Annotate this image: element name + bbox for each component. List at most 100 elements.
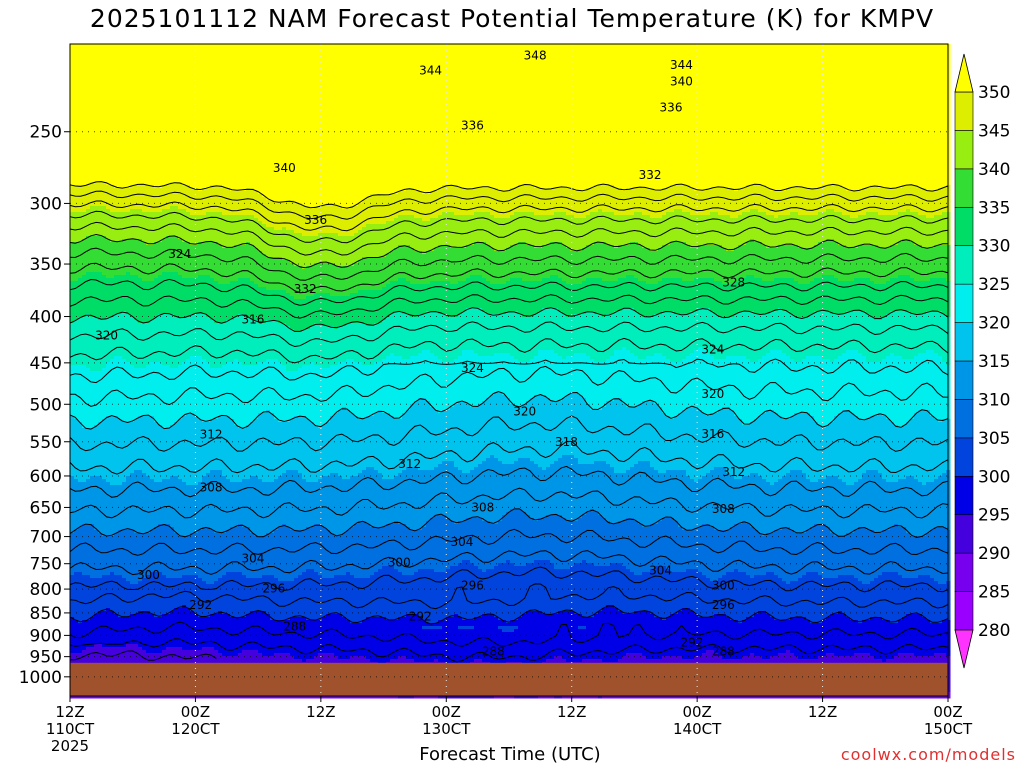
colorbar-band-320 [955, 284, 973, 322]
contour-label-0: 348 [524, 49, 547, 63]
colorbar-label-345: 345 [978, 121, 1010, 141]
contour-label-7: 332 [639, 168, 662, 182]
y-tick-label-750: 750 [30, 555, 62, 575]
y-tick-label-800: 800 [30, 580, 62, 600]
y-tick-label-850: 850 [30, 604, 62, 624]
contour-label-16: 320 [701, 387, 724, 401]
contour-label-12: 316 [241, 312, 264, 326]
y-tick-label-1000: 1000 [19, 668, 62, 688]
x-tick-label-48-1: 12Z [557, 703, 586, 721]
colorbar-label-305: 305 [978, 429, 1010, 449]
contour-label-23: 308 [200, 481, 223, 495]
x-tick-label-84-1: 00Z [933, 703, 962, 721]
y-tick-label-450: 450 [30, 354, 62, 374]
x-tick-label-84-2: 150CT [924, 720, 973, 738]
credit-text: coolwx.com/models [841, 745, 1016, 764]
contour-label-37: 288 [283, 620, 306, 634]
colorbar-label-280: 280 [978, 621, 1010, 641]
colorbar-label-285: 285 [978, 583, 1010, 603]
colorbar-label-335: 335 [978, 198, 1010, 218]
colorbar-label-320: 320 [978, 314, 1010, 334]
colorbar-label-295: 295 [978, 506, 1010, 526]
contour-label-21: 312 [398, 457, 421, 471]
contour-label-25: 308 [712, 502, 735, 516]
x-axis-title: Forecast Time (UTC) [330, 744, 690, 765]
contour-label-9: 324 [168, 247, 191, 261]
colorbar-band-340 [955, 130, 973, 168]
x-tick-label-60-1: 00Z [682, 703, 711, 721]
contour-label-33: 300 [712, 579, 735, 593]
contour-label-19: 316 [701, 427, 724, 441]
colorbar-band-295 [955, 476, 973, 514]
contour-label-2: 344 [670, 58, 693, 72]
contour-label-8: 336 [304, 213, 327, 227]
contour-label-27: 304 [241, 551, 264, 565]
contour-label-30: 300 [137, 568, 160, 582]
contour-label-35: 296 [712, 598, 735, 612]
contour-label-22: 312 [722, 465, 745, 479]
colorbar-band-335 [955, 169, 973, 207]
contour-label-39: 288 [482, 645, 505, 659]
colorbar-label-330: 330 [978, 237, 1010, 257]
contour-label-28: 300 [388, 556, 411, 570]
colorbar-label-290: 290 [978, 544, 1010, 564]
colorbar-band-310 [955, 361, 973, 399]
colorbar: 280 285 290 295 300 305 310 315 320 325 330 335 340 3… [955, 54, 1010, 668]
contour-label-18: 312 [200, 428, 223, 442]
y-tick-label-500: 500 [30, 395, 62, 415]
colorbar-band-285 [955, 553, 973, 591]
contour-label-10: 328 [722, 276, 745, 290]
x-tick-label-24-1: 12Z [306, 703, 335, 721]
x-tick-label-72-1: 12Z [808, 703, 837, 721]
colorbar-bottom-arrow [955, 630, 973, 668]
y-tick-label-700: 700 [30, 528, 62, 548]
contour-label-40: 288 [712, 645, 735, 659]
colorbar-label-315: 315 [978, 352, 1010, 372]
y-tick-label-900: 900 [30, 626, 62, 646]
colorbar-label-300: 300 [978, 467, 1010, 487]
colorbar-band-280 [955, 592, 973, 630]
y-tick-label-400: 400 [30, 308, 62, 328]
colorbar-band-345 [955, 92, 973, 130]
y-tick-label-250: 250 [30, 123, 62, 143]
x-tick-label-0-1: 12Z [55, 703, 84, 721]
colorbar-band-290 [955, 515, 973, 553]
x-tick-label-12-1: 00Z [181, 703, 210, 721]
contour-label-15: 324 [461, 361, 484, 375]
contour-label-26: 304 [451, 535, 474, 549]
contour-label-4: 336 [660, 100, 683, 114]
contour-label-36: 292 [409, 610, 432, 624]
x-tick-label-36-1: 00Z [432, 703, 461, 721]
colorbar-band-325 [955, 246, 973, 284]
colorbar-top-arrow [955, 54, 973, 92]
colorbar-label-340: 340 [978, 160, 1010, 180]
contour-label-34: 292 [189, 598, 212, 612]
x-tick-label-12-2: 120CT [171, 720, 220, 738]
y-tick-label-600: 600 [30, 467, 62, 487]
y-tick-label-550: 550 [30, 433, 62, 453]
colorbar-label-350: 350 [978, 83, 1010, 103]
colorbar-label-325: 325 [978, 275, 1010, 295]
contour-label-38: 292 [680, 635, 703, 649]
contour-label-29: 304 [649, 563, 672, 577]
colorbar-label-310: 310 [978, 390, 1010, 410]
y-tick-label-350: 350 [30, 255, 62, 275]
contour-label-31: 296 [262, 582, 285, 596]
contour-label-20: 318 [555, 435, 578, 449]
y-tick-label-300: 300 [30, 194, 62, 214]
y-tick-label-950: 950 [30, 648, 62, 668]
contour-label-6: 340 [273, 161, 296, 175]
x-tick-label-0-3: 2025 [51, 737, 89, 755]
contour-label-3: 340 [670, 74, 693, 88]
y-tick-label-650: 650 [30, 498, 62, 518]
colorbar-band-330 [955, 207, 973, 245]
y-axis: 2503003504004505005506006507007508008509… [19, 123, 70, 688]
contour-label-17: 320 [513, 404, 536, 418]
contour-label-32: 296 [461, 579, 484, 593]
contour-label-1: 344 [419, 64, 442, 78]
x-tick-label-0-2: 110CT [46, 720, 95, 738]
contour-label-24: 308 [471, 500, 494, 514]
colorbar-band-315 [955, 323, 973, 361]
x-tick-label-36-2: 130CT [422, 720, 471, 738]
